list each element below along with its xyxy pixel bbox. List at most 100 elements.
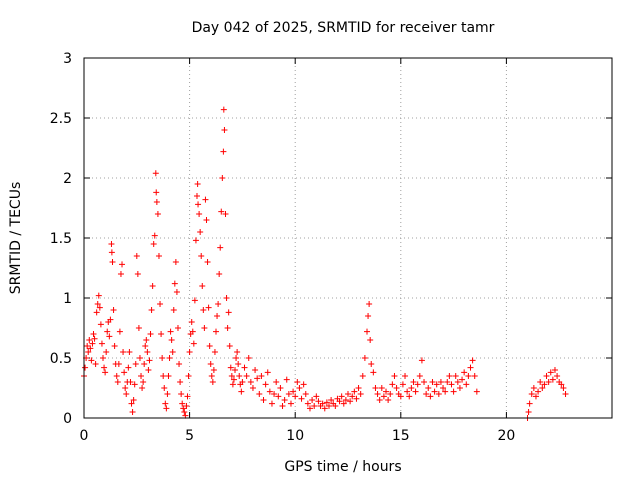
data-point (471, 373, 478, 379)
data-point (106, 333, 113, 340)
data-point (228, 373, 235, 379)
data-point (149, 283, 156, 289)
data-point (213, 328, 219, 335)
data-point (102, 369, 109, 376)
data-point (266, 388, 273, 395)
data-point (435, 391, 442, 397)
data-point (209, 379, 216, 385)
data-point (306, 405, 313, 412)
data-point (141, 361, 148, 367)
data-point (423, 391, 430, 397)
data-point (208, 373, 215, 379)
data-point (210, 367, 217, 373)
data-point (180, 405, 187, 412)
data-point (252, 367, 259, 373)
data-point (126, 349, 133, 355)
data-point (296, 385, 303, 391)
data-point (163, 405, 170, 412)
data-point (155, 253, 162, 259)
data-point (181, 409, 188, 415)
data-point (201, 325, 208, 331)
data-point (380, 393, 387, 400)
data-point (254, 375, 261, 382)
data-point (89, 340, 96, 347)
data-point (313, 393, 320, 400)
data-point (200, 307, 207, 313)
data-point (359, 373, 366, 379)
data-point (117, 271, 124, 277)
data-point (325, 403, 332, 409)
data-point (134, 271, 141, 277)
data-point (543, 373, 550, 379)
data-point (95, 292, 102, 299)
data-point (429, 379, 436, 385)
data-point (179, 400, 186, 407)
data-point (328, 397, 335, 403)
data-point (188, 319, 195, 325)
data-point (260, 397, 267, 403)
data-point (152, 170, 159, 177)
data-point (214, 313, 221, 319)
data-point (170, 307, 177, 313)
y-tick-label: 3 (63, 51, 72, 67)
data-point (116, 328, 123, 335)
data-point (225, 309, 232, 316)
data-point (410, 379, 417, 385)
data-point (93, 309, 100, 316)
data-point (167, 328, 174, 335)
data-point (433, 381, 440, 388)
data-point (448, 381, 455, 388)
data-point (300, 381, 307, 388)
data-point (355, 385, 362, 391)
data-point (547, 369, 554, 376)
data-point (416, 373, 423, 379)
data-points (81, 106, 569, 421)
data-point (192, 237, 199, 244)
data-point (437, 379, 444, 385)
data-point (450, 388, 457, 395)
data-point (131, 381, 138, 388)
data-point (370, 369, 377, 376)
data-point (206, 343, 213, 349)
data-point (207, 361, 214, 367)
data-point (459, 376, 466, 383)
data-point (268, 400, 275, 407)
data-point (283, 376, 290, 383)
data-point (135, 325, 142, 331)
data-point (224, 325, 231, 331)
data-point (176, 361, 183, 367)
data-point (290, 388, 297, 395)
data-point (364, 328, 371, 335)
data-point (120, 349, 127, 355)
data-point (302, 391, 309, 397)
data-point (151, 232, 158, 239)
data-point (404, 388, 411, 395)
data-point (168, 337, 175, 343)
data-point (258, 373, 265, 379)
data-point (128, 400, 135, 407)
data-point (159, 355, 166, 361)
data-point (153, 199, 160, 205)
data-point (273, 379, 280, 385)
data-point (539, 385, 546, 391)
data-point (138, 373, 145, 379)
data-point (385, 397, 392, 403)
data-point (196, 211, 203, 217)
data-point (340, 400, 347, 407)
data-point (92, 361, 99, 367)
data-point (247, 379, 254, 385)
data-point (88, 357, 95, 364)
y-tick-label: 0 (63, 411, 72, 427)
data-point (125, 364, 132, 371)
data-point (444, 379, 451, 385)
data-point (298, 395, 305, 402)
data-point (150, 241, 157, 247)
data-point (87, 345, 94, 352)
data-point (454, 379, 461, 385)
data-point (101, 364, 108, 371)
y-tick-label: 0.5 (50, 351, 72, 367)
data-point (160, 373, 167, 379)
data-point (345, 391, 351, 397)
data-point (279, 403, 286, 409)
data-point (315, 398, 322, 405)
